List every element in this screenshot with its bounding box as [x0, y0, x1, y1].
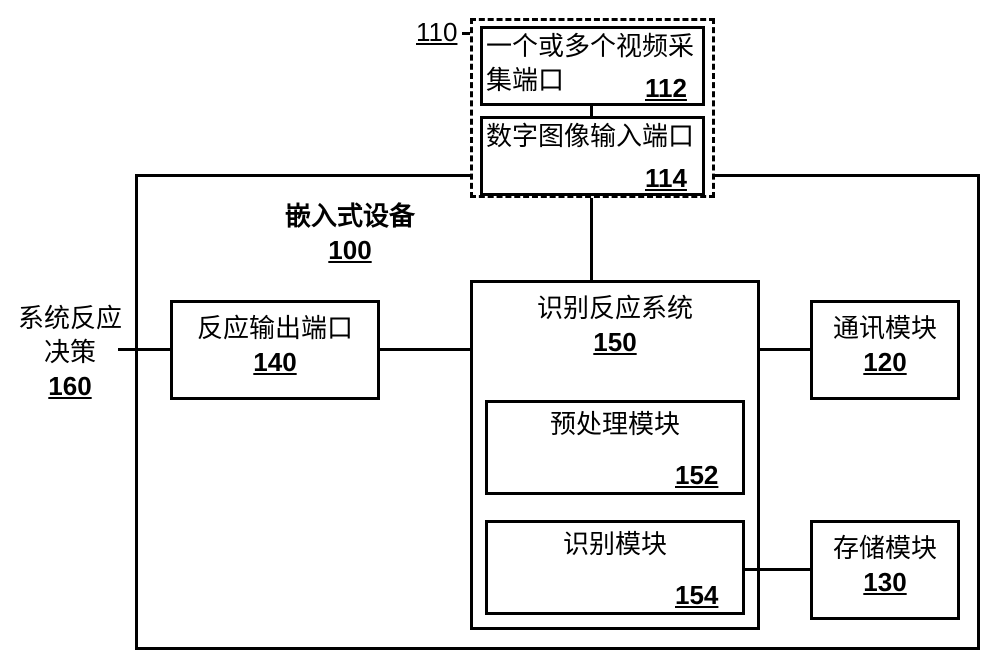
- connector-ref110-group: [462, 32, 470, 35]
- external-ref-110: 110: [416, 16, 457, 50]
- connector-114-150: [590, 198, 593, 280]
- external-block-160: 系统反应决策160: [10, 302, 130, 403]
- block-130-label: 存储模块130: [810, 532, 960, 600]
- block-114-number: 114: [645, 162, 687, 196]
- block-114-label: 数字图像输入端口: [486, 120, 699, 154]
- block-140-label: 反应输出端口140: [170, 312, 380, 380]
- connector-150-120: [760, 348, 810, 351]
- block-150-label: 识别反应系统150: [470, 292, 760, 360]
- block-154-number: 154: [675, 579, 718, 613]
- block-112-number: 112: [645, 72, 687, 106]
- block-154-label: 识别模块: [485, 528, 745, 562]
- block-120-label: 通讯模块120: [810, 312, 960, 380]
- connector-112-114: [590, 106, 593, 116]
- connector-140-150: [380, 348, 470, 351]
- outer-box-title: 嵌入式设备100: [250, 200, 450, 268]
- block-152-number: 152: [675, 459, 718, 493]
- block-152-label: 预处理模块: [485, 408, 745, 442]
- diagram-canvas: 嵌入式设备100一个或多个视频采集端口112数字图像输入端口114110系统反应…: [0, 0, 1000, 666]
- connector-160-140: [118, 348, 170, 351]
- connector-154-130: [745, 568, 810, 571]
